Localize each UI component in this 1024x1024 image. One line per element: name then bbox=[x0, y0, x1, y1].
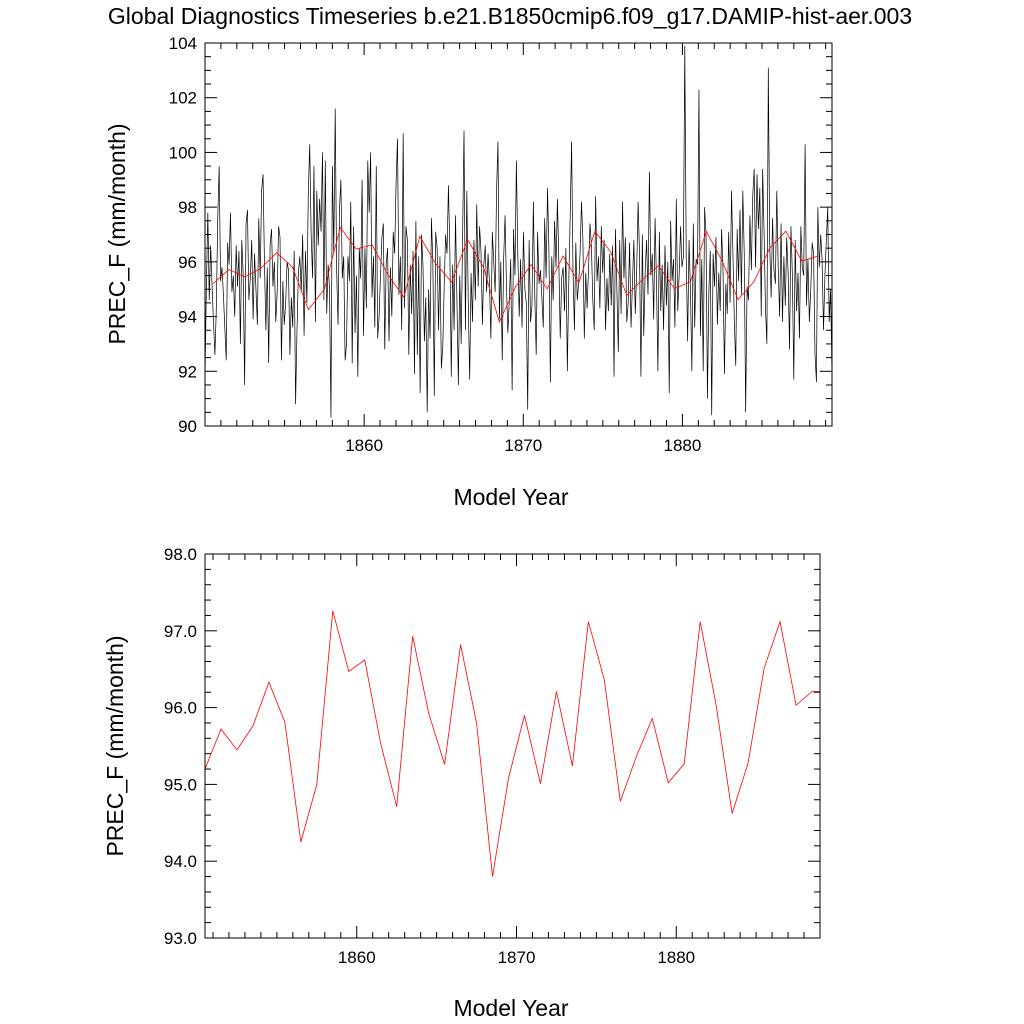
top-panel-y-tick-labels: 90 92 94 96 98 100 102 104 bbox=[169, 34, 197, 436]
top-panel-y-tick-label: 102 bbox=[169, 89, 197, 108]
bottom-panel-frame bbox=[204, 553, 821, 939]
bottom-panel-y-axis-label: PREC_F (mm/month) bbox=[102, 635, 128, 856]
bottom-panel: 1860 1870 1880 93.0 94.0 95.0 96.0 97.0 98.0 Mo… bbox=[102, 545, 821, 1021]
top-panel-annual-series-line bbox=[212, 226, 818, 324]
top-panel-ticks bbox=[204, 42, 832, 427]
top-panel-y-tick-label: 98 bbox=[178, 198, 197, 217]
top-panel-y-tick-label: 96 bbox=[178, 253, 197, 272]
top-panel-monthly-series-line bbox=[204, 45, 833, 418]
bottom-panel-ticks bbox=[205, 553, 821, 939]
top-panel-frame bbox=[204, 42, 833, 427]
top-panel-y-tick-label: 94 bbox=[178, 308, 197, 327]
bottom-panel-x-tick-labels: 1860 1870 1880 bbox=[338, 948, 695, 967]
top-panel-x-tick-labels: 1860 1870 1880 bbox=[345, 436, 701, 455]
bottom-panel-x-tick-label: 1870 bbox=[498, 948, 536, 967]
top-panel-y-tick-label: 92 bbox=[178, 362, 197, 381]
top-panel: 1860 1870 1880 90 92 94 96 98 100 102 104 Model Y… bbox=[104, 34, 833, 510]
top-panel-y-tick-label: 100 bbox=[169, 143, 197, 162]
bottom-panel-x-tick-label: 1880 bbox=[657, 948, 695, 967]
top-panel-x-tick-label: 1870 bbox=[504, 436, 542, 455]
bottom-panel-x-tick-label: 1860 bbox=[338, 948, 376, 967]
bottom-panel-y-tick-label: 95.0 bbox=[164, 775, 197, 794]
bottom-panel-series bbox=[204, 610, 820, 877]
top-panel-y-tick-label: 90 bbox=[178, 417, 197, 436]
bottom-panel-y-tick-label: 93.0 bbox=[164, 929, 197, 948]
bottom-panel-y-tick-labels: 93.0 94.0 95.0 96.0 97.0 98.0 bbox=[164, 545, 197, 948]
bottom-panel-y-tick-label: 94.0 bbox=[164, 852, 197, 871]
top-panel-x-tick-label: 1860 bbox=[345, 436, 383, 455]
bottom-panel-x-axis-label: Model Year bbox=[453, 995, 568, 1021]
bottom-panel-annual-series-line bbox=[204, 610, 820, 877]
top-panel-x-tick-label: 1880 bbox=[663, 436, 701, 455]
top-panel-y-tick-label: 104 bbox=[169, 34, 197, 53]
bottom-panel-y-tick-label: 96.0 bbox=[164, 699, 197, 718]
bottom-panel-y-tick-label: 98.0 bbox=[164, 545, 197, 564]
top-panel-series bbox=[204, 45, 833, 418]
top-panel-y-axis-label: PREC_F (mm/month) bbox=[104, 123, 130, 344]
figure-title: Global Diagnostics Timeseries b.e21.B185… bbox=[108, 3, 912, 29]
bottom-panel-y-tick-label: 97.0 bbox=[164, 622, 197, 641]
top-panel-x-axis-label: Model Year bbox=[453, 484, 568, 510]
